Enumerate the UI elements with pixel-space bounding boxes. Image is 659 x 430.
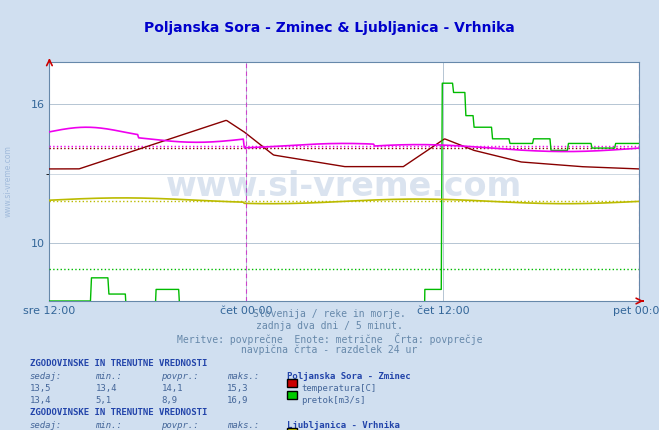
Text: temperatura[C]: temperatura[C] bbox=[301, 384, 376, 393]
Text: povpr.:: povpr.: bbox=[161, 372, 199, 381]
Text: Slovenija / reke in morje.: Slovenija / reke in morje. bbox=[253, 309, 406, 319]
Text: pretok[m3/s]: pretok[m3/s] bbox=[301, 396, 366, 405]
Text: maks.:: maks.: bbox=[227, 421, 260, 430]
Text: Ljubljanica - Vrhnika: Ljubljanica - Vrhnika bbox=[287, 421, 399, 430]
Text: min.:: min.: bbox=[96, 372, 123, 381]
Text: sedaj:: sedaj: bbox=[30, 372, 62, 381]
Text: 15,3: 15,3 bbox=[227, 384, 249, 393]
Text: Meritve: povprečne  Enote: metrične  Črta: povprečje: Meritve: povprečne Enote: metrične Črta:… bbox=[177, 333, 482, 345]
Text: min.:: min.: bbox=[96, 421, 123, 430]
Text: www.si-vreme.com: www.si-vreme.com bbox=[4, 144, 13, 217]
Text: sedaj:: sedaj: bbox=[30, 421, 62, 430]
Text: 16,9: 16,9 bbox=[227, 396, 249, 405]
Text: www.si-vreme.com: www.si-vreme.com bbox=[166, 170, 523, 203]
Text: ZGODOVINSKE IN TRENUTNE VREDNOSTI: ZGODOVINSKE IN TRENUTNE VREDNOSTI bbox=[30, 359, 207, 368]
Text: Poljanska Sora - Zminec & Ljubljanica - Vrhnika: Poljanska Sora - Zminec & Ljubljanica - … bbox=[144, 21, 515, 35]
Text: 5,1: 5,1 bbox=[96, 396, 111, 405]
Text: povpr.:: povpr.: bbox=[161, 421, 199, 430]
Text: 13,4: 13,4 bbox=[30, 396, 51, 405]
Text: ZGODOVINSKE IN TRENUTNE VREDNOSTI: ZGODOVINSKE IN TRENUTNE VREDNOSTI bbox=[30, 408, 207, 417]
Text: 8,9: 8,9 bbox=[161, 396, 177, 405]
Text: maks.:: maks.: bbox=[227, 372, 260, 381]
Text: 14,1: 14,1 bbox=[161, 384, 183, 393]
Text: 13,4: 13,4 bbox=[96, 384, 117, 393]
Text: 13,5: 13,5 bbox=[30, 384, 51, 393]
Text: Poljanska Sora - Zminec: Poljanska Sora - Zminec bbox=[287, 372, 411, 381]
Text: zadnja dva dni / 5 minut.: zadnja dva dni / 5 minut. bbox=[256, 321, 403, 331]
Text: navpična črta - razdelek 24 ur: navpična črta - razdelek 24 ur bbox=[241, 345, 418, 355]
